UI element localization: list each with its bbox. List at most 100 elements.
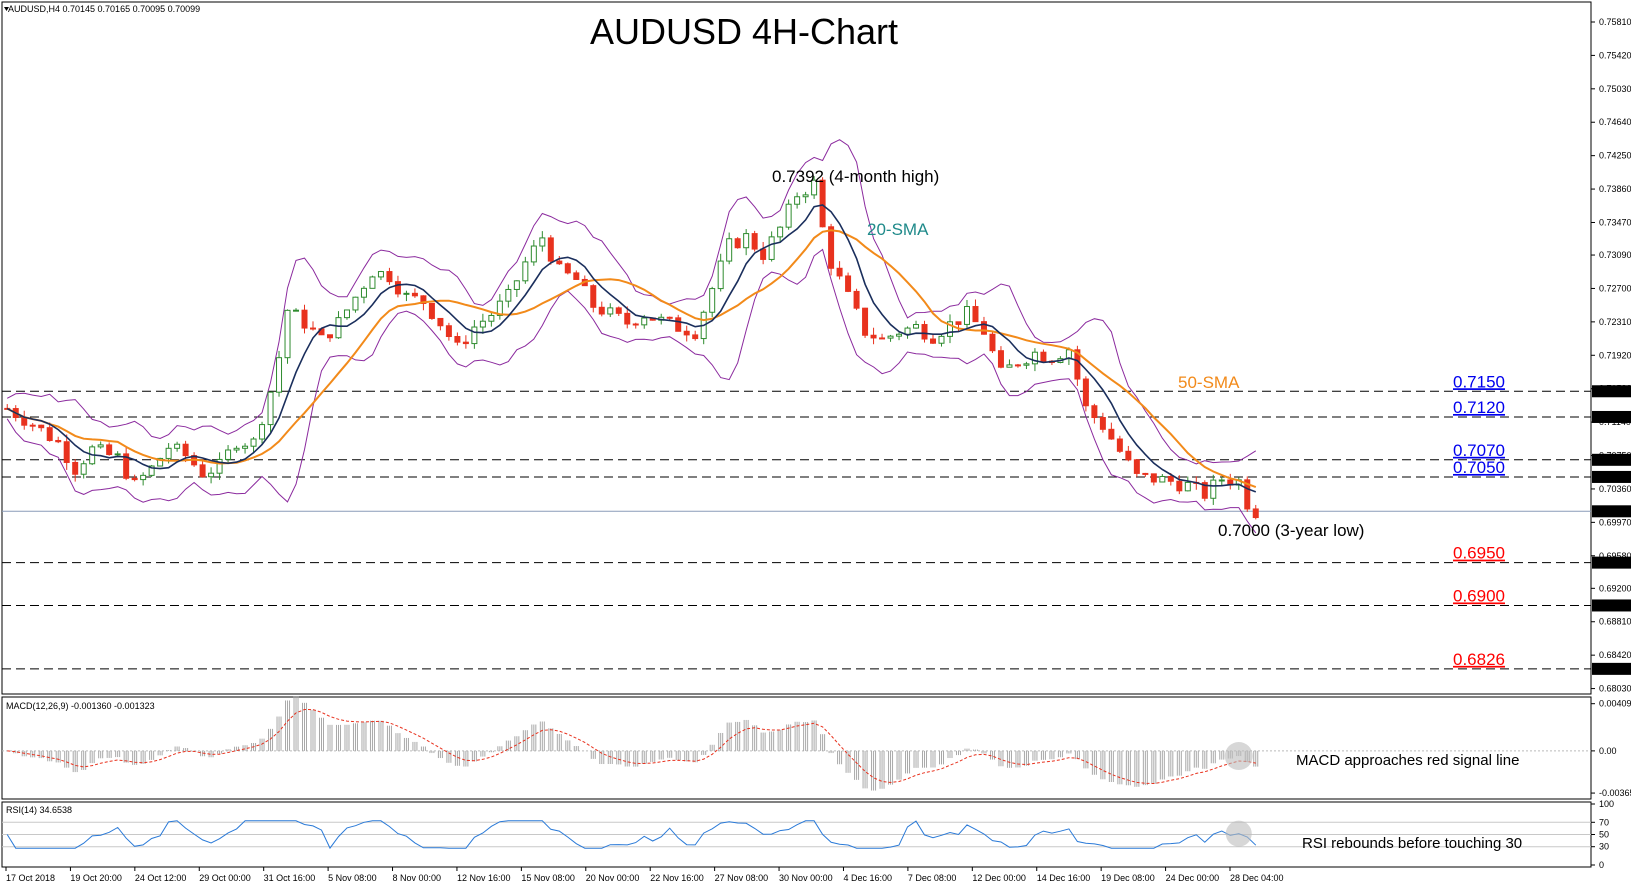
candle-body <box>997 350 1004 368</box>
y-tick-label: 0.73470 <box>1599 217 1631 227</box>
candle-body <box>225 449 232 460</box>
x-tick-label: 8 Nov 00:00 <box>393 873 442 883</box>
candle-body <box>751 233 758 250</box>
candle-body <box>666 316 673 319</box>
candle-body <box>955 321 962 325</box>
main-panel-frame <box>1 1 1592 695</box>
rsi-y-label: 100 <box>1599 799 1614 809</box>
price-tag-label: 0.70500 <box>1595 472 1628 482</box>
macd-highlight-circle <box>1224 742 1253 771</box>
candle-body <box>267 391 274 426</box>
candle-body <box>106 444 113 456</box>
candle-body <box>904 327 911 335</box>
candle-body <box>80 463 87 475</box>
candle-body <box>522 261 529 282</box>
candle-body <box>564 263 571 274</box>
candle-body <box>1014 364 1021 367</box>
current-price-tag <box>1592 505 1631 518</box>
level-label: 0.6900 <box>1453 586 1505 605</box>
level-label: 0.7150 <box>1453 372 1505 391</box>
candle-body <box>1074 349 1081 380</box>
candle-body <box>1023 363 1030 366</box>
candle-body <box>310 327 317 330</box>
candle-body <box>556 260 563 265</box>
x-tick-label: 28 Dec 04:00 <box>1230 873 1284 883</box>
x-tick-label: 15 Nov 08:00 <box>521 873 575 883</box>
macd-annotation: MACD approaches red signal line <box>1296 752 1519 769</box>
y-tick-label: 0.69580 <box>1599 551 1631 561</box>
candle-body <box>1184 481 1191 492</box>
candle-body <box>199 464 206 478</box>
candle-body <box>97 444 104 448</box>
x-tick-label: 29 Oct 00:00 <box>199 873 251 883</box>
candle-body <box>607 307 614 315</box>
level-label: 0.6950 <box>1453 544 1505 563</box>
y-tick-label: 0.71920 <box>1599 350 1631 360</box>
candle-body <box>445 325 452 338</box>
x-tick-label: 24 Oct 12:00 <box>135 873 187 883</box>
price-tag-label: 0.71500 <box>1595 386 1628 396</box>
candle-body <box>785 203 792 228</box>
current-price-label: 0.70099 <box>1595 506 1628 516</box>
collapse-triangle-icon[interactable] <box>4 7 9 11</box>
candle-body <box>1167 475 1174 482</box>
y-tick-label: 0.74640 <box>1599 117 1631 127</box>
y-tick-label: 0.75420 <box>1599 50 1631 60</box>
candle-body <box>845 275 852 292</box>
candle-body <box>454 336 461 343</box>
candle-body <box>547 237 554 262</box>
y-tick-label: 0.68810 <box>1599 617 1631 627</box>
y-tick-label: 0.71140 <box>1599 417 1631 427</box>
rsi-line <box>6 820 1257 850</box>
candle-body <box>148 465 155 476</box>
x-tick-label: 22 Nov 16:00 <box>650 873 704 883</box>
x-tick-label: 19 Dec 08:00 <box>1101 873 1155 883</box>
candle-body <box>157 457 164 467</box>
level-label: 0.7120 <box>1453 398 1505 417</box>
candle-body <box>938 335 945 344</box>
candle-body <box>811 179 818 196</box>
candle-body <box>963 306 970 325</box>
candle-body <box>709 288 716 313</box>
candle-body <box>862 307 869 336</box>
candle-body <box>394 281 401 295</box>
candle-body <box>471 326 478 345</box>
rsi-y-label: 70 <box>1599 817 1609 827</box>
candle-body <box>1252 508 1259 519</box>
macd-y-label: 0.004093 <box>1599 699 1631 709</box>
candle-body <box>513 280 520 290</box>
candle-body <box>1125 450 1132 461</box>
price-tag-label: 0.71200 <box>1595 412 1628 422</box>
price-tag <box>1592 385 1631 398</box>
macd-y-label: 0.00 <box>1599 746 1617 756</box>
candle-body <box>980 321 987 335</box>
price-tag-label: 0.69500 <box>1595 558 1628 568</box>
x-tick-label: 19 Oct 20:00 <box>70 873 122 883</box>
candle-body <box>921 324 928 340</box>
rsi-highlight-circle <box>1225 820 1252 847</box>
candle-body <box>403 292 410 295</box>
candle-body <box>360 287 367 298</box>
candle-body <box>242 445 249 449</box>
candle-body <box>1108 428 1115 440</box>
candle-body <box>530 245 537 263</box>
macd-panel-frame <box>1 696 1592 800</box>
candle-body <box>174 443 181 449</box>
y-tick-label: 0.74250 <box>1599 151 1631 161</box>
candle-body <box>72 461 79 475</box>
candle-body <box>38 424 45 429</box>
candle-body <box>55 439 62 443</box>
candle-body <box>131 477 138 481</box>
candle-body <box>1116 438 1123 452</box>
candle-body <box>760 248 767 260</box>
x-tick-label: 4 Dec 16:00 <box>843 873 892 883</box>
candle-body <box>301 309 308 329</box>
y-tick-label: 0.75810 <box>1599 17 1631 27</box>
candle-body <box>819 179 826 228</box>
x-tick-label: 24 Dec 00:00 <box>1166 873 1220 883</box>
candle-body <box>1142 472 1149 475</box>
price-tag <box>1592 470 1631 483</box>
candle-body <box>250 438 257 447</box>
y-tick-label: 0.68420 <box>1599 650 1631 660</box>
candle-body <box>1031 351 1038 365</box>
